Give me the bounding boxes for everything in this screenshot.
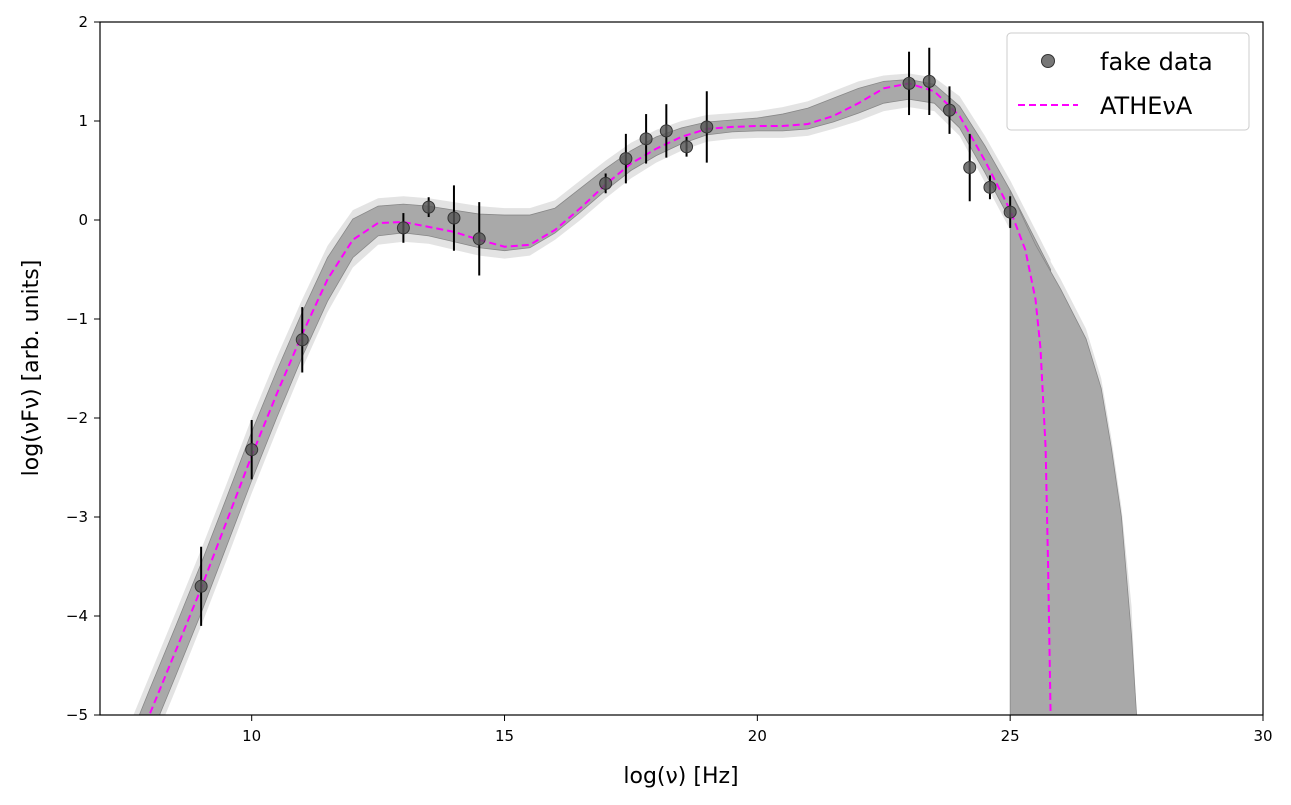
data-point: [295, 333, 309, 347]
data-point: [922, 74, 936, 88]
y-axis-label: log(νFν) [arb. units]: [19, 260, 44, 477]
y-tick-label: −4: [66, 607, 88, 625]
data-points-group: [194, 47, 1017, 626]
x-tick-label: 30: [1253, 727, 1272, 745]
x-axis-label: log(ν) [Hz]: [623, 764, 738, 789]
y-axis-ticks: −5 −4 −3 −2 −1 0 1 2: [66, 13, 100, 724]
legend-label-fake-data: fake data: [1100, 48, 1213, 76]
y-tick-label: −5: [66, 706, 88, 724]
y-tick-label: 0: [78, 211, 88, 229]
legend-label-athena: ATHEνA: [1100, 92, 1193, 120]
data-point: [902, 76, 916, 90]
y-tick-label: −2: [66, 409, 88, 427]
data-point: [983, 180, 997, 194]
data-point: [659, 124, 673, 138]
plot-frame: [99, 21, 1264, 716]
inner-band-extension: [1009, 190, 1137, 715]
x-tick-label: 10: [242, 727, 261, 745]
x-axis-ticks: 10 15 20 25 30: [242, 715, 1273, 745]
x-tick-label: 20: [748, 727, 767, 745]
data-point: [1003, 205, 1017, 219]
data-point: [639, 132, 653, 146]
model-uncertainty-bands: [133, 73, 1137, 715]
legend: fake data ATHEνA: [1006, 32, 1250, 131]
y-tick-label: −3: [66, 508, 88, 526]
data-point: [422, 200, 436, 214]
data-point: [396, 221, 410, 235]
x-tick-label: 25: [1001, 727, 1020, 745]
data-point: [447, 211, 461, 225]
y-tick-label: −1: [66, 310, 88, 328]
data-point: [942, 103, 956, 117]
data-point: [599, 176, 613, 190]
inner-band: [138, 79, 1052, 715]
y-tick-label: 2: [78, 13, 88, 31]
data-point: [245, 443, 259, 457]
data-point: [963, 161, 977, 175]
data-point: [472, 232, 486, 246]
legend-marker-fake-data: [1041, 54, 1055, 68]
data-point: [680, 140, 694, 154]
y-tick-label: 1: [78, 112, 88, 130]
data-point: [619, 152, 633, 166]
data-point: [194, 579, 208, 593]
x-tick-label: 15: [495, 727, 514, 745]
data-point: [700, 120, 714, 134]
